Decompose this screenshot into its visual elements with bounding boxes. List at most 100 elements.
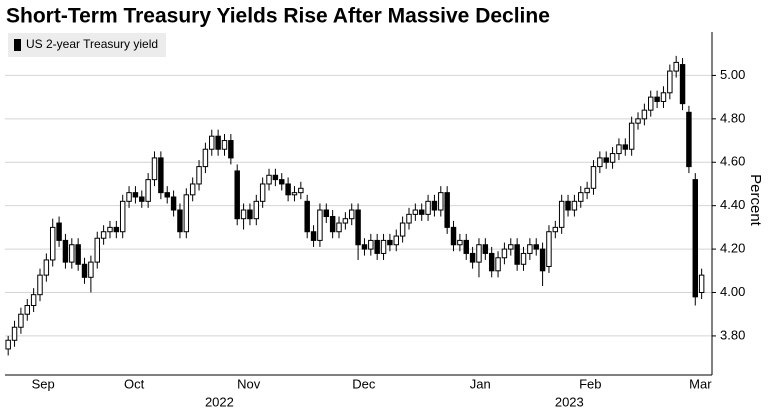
candle-body (469, 252, 476, 263)
candle-body (11, 326, 18, 341)
y-tick-label: 4.00 (720, 284, 745, 299)
candle-body (667, 70, 673, 94)
candle-body (584, 187, 590, 194)
legend-label: US 2-year Treasury yield (26, 37, 158, 51)
candle-body (209, 135, 215, 150)
candle-body (329, 216, 336, 233)
candle-body (565, 200, 571, 211)
candle-body (336, 222, 342, 233)
candle-body (508, 244, 514, 250)
candle-body (49, 226, 56, 261)
candle-body (43, 259, 50, 276)
candle-body (183, 194, 190, 233)
candle-body (285, 183, 291, 196)
chart-title: Short-Term Treasury Yields Rise After Ma… (6, 5, 550, 28)
candle-body (698, 274, 705, 294)
y-tick-label: 4.80 (720, 110, 745, 125)
candle-body (177, 209, 183, 233)
candle-body (291, 192, 298, 196)
candle-body (609, 153, 616, 163)
candle-body (418, 209, 425, 215)
candle-body (361, 244, 368, 250)
candle-body (18, 313, 24, 328)
candle-body (641, 109, 648, 120)
candle-body (24, 305, 30, 315)
candle-body (387, 239, 393, 246)
candle-body (654, 96, 660, 102)
candle-body (349, 209, 355, 220)
candle-body (482, 244, 489, 254)
candle-body (380, 239, 387, 254)
candle-body (597, 157, 603, 168)
x-tick-label: Mar (689, 376, 712, 391)
y-tick-label: 5.00 (720, 67, 745, 82)
candle-body (539, 248, 546, 272)
candle-body (107, 226, 113, 233)
candle-body (463, 239, 469, 254)
x-tick-label: Nov (237, 376, 261, 391)
candle-body (158, 157, 164, 194)
candle-body (603, 157, 609, 163)
candle-body (425, 200, 431, 215)
candle-body (221, 140, 228, 150)
candle-body (310, 231, 317, 241)
candle-body (145, 179, 151, 202)
candle-body (527, 244, 533, 254)
candle-body (100, 231, 107, 239)
candle-body (399, 222, 406, 237)
x-year-label: 2022 (205, 394, 234, 409)
candle-body (139, 196, 145, 202)
candle-body (431, 200, 438, 211)
candle-body (88, 261, 94, 278)
candle-body (628, 122, 635, 150)
candle-body (56, 222, 62, 241)
y-tick-label: 4.60 (720, 154, 745, 169)
y-tick-label: 3.80 (720, 327, 745, 342)
candle-body (635, 118, 641, 124)
candle-body (648, 96, 654, 111)
candle-body (5, 339, 11, 350)
candle-body (298, 187, 304, 194)
candle-body (660, 92, 667, 102)
candle-body (438, 192, 444, 211)
candle-body (450, 226, 457, 246)
candle-body (30, 294, 37, 307)
candle-body (533, 244, 539, 250)
y-axis-label: Percent (747, 174, 764, 227)
candle-body (616, 144, 622, 155)
candle-body (679, 64, 686, 105)
candle-body (62, 239, 69, 263)
candle-body (317, 209, 323, 241)
candle-body (234, 170, 240, 220)
candle-body (151, 157, 158, 181)
x-tick-label: Sep (32, 376, 55, 391)
candle-body (119, 200, 126, 233)
candle-body (272, 174, 279, 181)
candle-body (520, 252, 527, 265)
candle-body (495, 257, 501, 272)
x-tick-label: Jan (470, 376, 491, 391)
candle-body (393, 235, 399, 246)
candle-body (253, 200, 260, 220)
candle-body (444, 192, 450, 228)
candle-body (546, 231, 552, 267)
candle-body (126, 192, 132, 202)
candle-body (476, 244, 482, 263)
y-tick-label: 4.40 (720, 197, 745, 212)
candle-body (571, 200, 578, 211)
candle-body (686, 111, 692, 168)
candle-body (259, 183, 266, 202)
x-tick-label: Dec (352, 376, 376, 391)
candle-body (247, 209, 253, 220)
candle-body (37, 274, 43, 296)
candle-body (590, 166, 597, 189)
candle-body (457, 239, 463, 246)
candle-body (94, 237, 100, 263)
x-tick-label: Oct (124, 376, 145, 391)
legend-swatch (14, 39, 21, 51)
candle-body (215, 135, 221, 150)
candle-body (196, 166, 202, 185)
candle-body (368, 239, 374, 250)
candle-body (240, 209, 247, 220)
